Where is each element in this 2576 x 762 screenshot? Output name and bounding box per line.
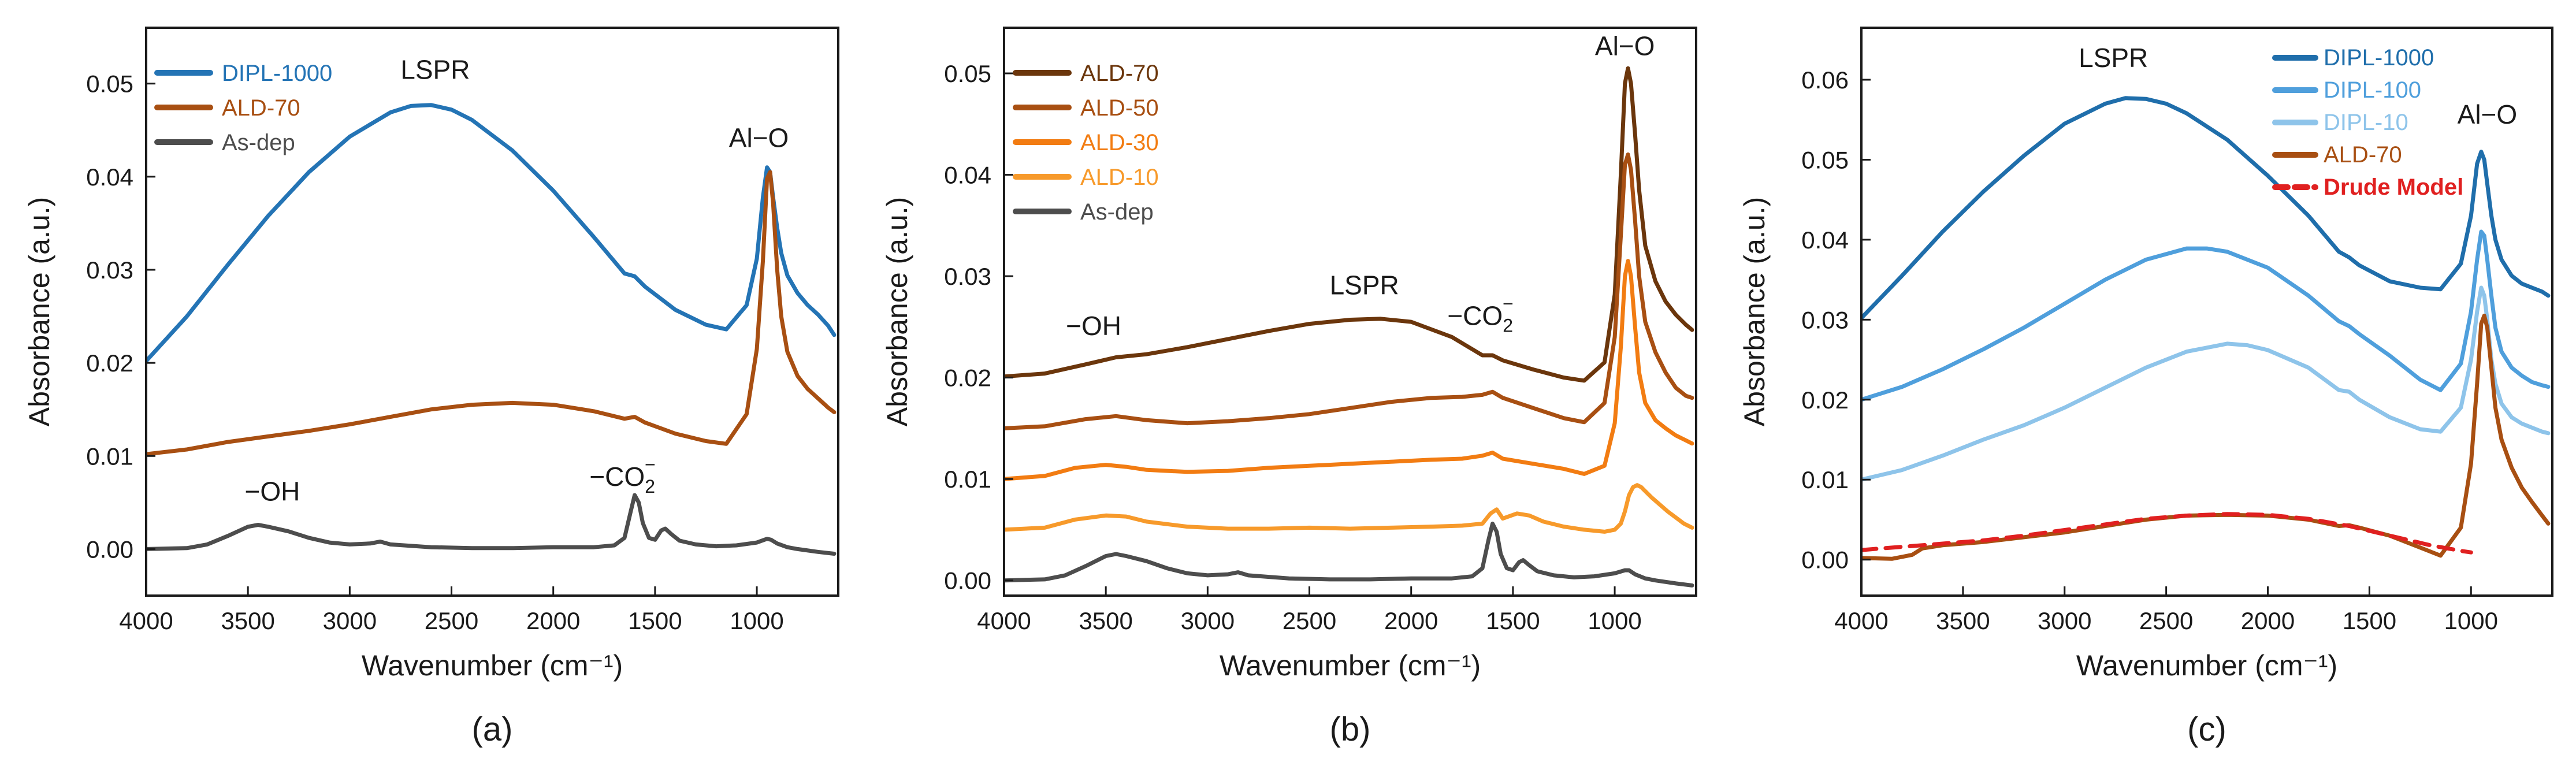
x-tick-label: 2000 [526,607,580,634]
x-tick-label: 1500 [1486,607,1540,634]
legend-label-ald-70: ALD-70 [222,95,300,121]
x-tick-label: 4000 [977,607,1031,634]
x-tick-label: 2500 [425,607,478,634]
y-tick-label: 0.05 [1801,146,1849,173]
y-axis-label: Absorbance (a.u.) [881,197,913,426]
x-tick-label: 1000 [2444,607,2498,634]
x-tick-label: 3500 [221,607,274,634]
y-tick-label: 0.00 [1801,547,1849,574]
annotation-co2: −CO2− [589,454,655,497]
y-tick-label: 0.01 [944,466,991,493]
legend-label-dipl-1000: DIPL-1000 [2324,45,2434,70]
x-tick-label: 2500 [2139,607,2193,634]
y-tick-label: 0.00 [86,536,133,563]
legend-label-as-dep: As-dep [222,130,295,155]
x-tick-label: 4000 [1834,607,1888,634]
y-tick-label: 0.02 [1801,386,1849,414]
x-axis-label: Wavenumber (cm⁻¹) [1220,649,1481,682]
x-tick-label: 1500 [628,607,682,634]
x-tick-label: 1500 [2343,607,2396,634]
annotation-lspr: LSPR [1330,270,1399,300]
annotation-oh: −OH [245,477,300,507]
panel-a: 4000 3500 3000 2500 2000 1500 1000 0.00 0.01 0.02… [23,27,839,748]
legend-label-drude-model: Drude Model [2324,174,2463,200]
legend-label-ald-70: ALD-70 [2324,142,2402,168]
series-line-dipl-1000 [1861,96,2551,321]
x-tick-label: 3000 [2038,607,2091,634]
y-tick-label: 0.04 [86,163,133,191]
series-line-ald-70 [1004,66,1694,383]
y-tick-label: 0.06 [1801,66,1849,94]
x-tick-label: 4000 [119,607,173,634]
annotation-lspr: LSPR [2079,43,2148,73]
panel-caption: (b) [1330,711,1371,748]
y-tick-label: 0.04 [1801,226,1849,254]
plot-frame [1003,27,1697,597]
series-line-dipl-10 [1861,285,2551,482]
legend-label-as-dep: As-dep [1080,199,1154,225]
legend: ALD-70 ALD-50 ALD-30 ALD-10 As-dep [1013,61,1159,225]
x-tick-label: 1000 [1588,607,1641,634]
y-tick-label: 0.03 [944,263,991,290]
x-tick-label: 3000 [1181,607,1235,634]
x-axis-label: Wavenumber (cm⁻¹) [362,649,623,682]
legend-label-ald-30: ALD-30 [1080,130,1159,155]
panel-c: 4000 3500 3000 2500 2000 1500 1000 0.00 0.01 0.02… [1738,27,2553,748]
y-tick-label: 0.05 [86,70,133,98]
series-line-ald-70 [146,170,837,456]
series-line-as-dep [146,493,837,556]
x-tick-label: 2000 [2241,607,2295,634]
series-line-drude-model [1861,512,2473,555]
legend-label-ald-10: ALD-10 [1080,165,1159,190]
series-group [146,103,837,556]
x-tick-label: 3500 [1936,607,1990,634]
annotation-co2: −CO2− [1447,293,1513,336]
annotation-lspr: LSPR [400,55,470,85]
y-tick-label: 0.04 [944,162,991,189]
annotation-al-o: Al−O [729,122,789,153]
panel-caption: (c) [2187,711,2226,748]
x-tick-label: 2000 [1384,607,1438,634]
panel-b: 4000 3500 3000 2500 2000 1500 1000 0.00 0.01 0.02… [881,27,1697,748]
legend: DIPL-1000 ALD-70 As-dep [154,61,332,155]
series-line-ald-70 [1861,313,2551,561]
annotation-al-o: Al−O [2458,99,2518,129]
legend-label-dipl-100: DIPL-100 [2324,77,2421,103]
x-tick-label: 3500 [1079,607,1132,634]
x-axis-label: Wavenumber (cm⁻¹) [2076,649,2337,682]
series-line-as-dep [1004,521,1694,588]
legend-label-dipl-1000: DIPL-1000 [222,61,332,86]
series-group [1861,96,2551,561]
y-tick-label: 0.00 [944,567,991,594]
y-tick-label: 0.03 [86,257,133,284]
x-tick-label: 3000 [323,607,377,634]
legend-label-dipl-10: DIPL-10 [2324,110,2408,135]
y-tick-label: 0.02 [86,350,133,377]
x-tick-label: 1000 [730,607,783,634]
y-tick-label: 0.01 [1801,466,1849,493]
series-line-ald-30 [1004,259,1694,481]
legend-label-ald-50: ALD-50 [1080,95,1159,121]
y-axis-label: Absorbance (a.u.) [23,197,55,426]
x-tick-label: 2500 [1283,607,1336,634]
series-group [1004,66,1694,588]
plot-frame [145,27,839,597]
legend: DIPL-1000 DIPL-100 DIPL-10 ALD-70 Drude Mode… [2272,45,2463,200]
series-line-dipl-1000 [146,103,837,363]
y-axis-label: Absorbance (a.u.) [1738,197,1771,426]
plot-frame [1860,27,2553,597]
y-tick-label: 0.03 [1801,306,1849,333]
series-line-ald-50 [1004,152,1694,430]
series-line-ald-10 [1004,483,1694,534]
annotation-oh: −OH [1066,311,1121,341]
y-tick-label: 0.01 [86,443,133,470]
legend-label-ald-70: ALD-70 [1080,61,1159,86]
annotation-al-o: Al−O [1595,31,1655,61]
series-line-dipl-100 [1861,229,2551,402]
y-tick-label: 0.05 [944,60,991,87]
panel-caption: (a) [472,711,513,748]
y-tick-label: 0.02 [944,365,991,392]
